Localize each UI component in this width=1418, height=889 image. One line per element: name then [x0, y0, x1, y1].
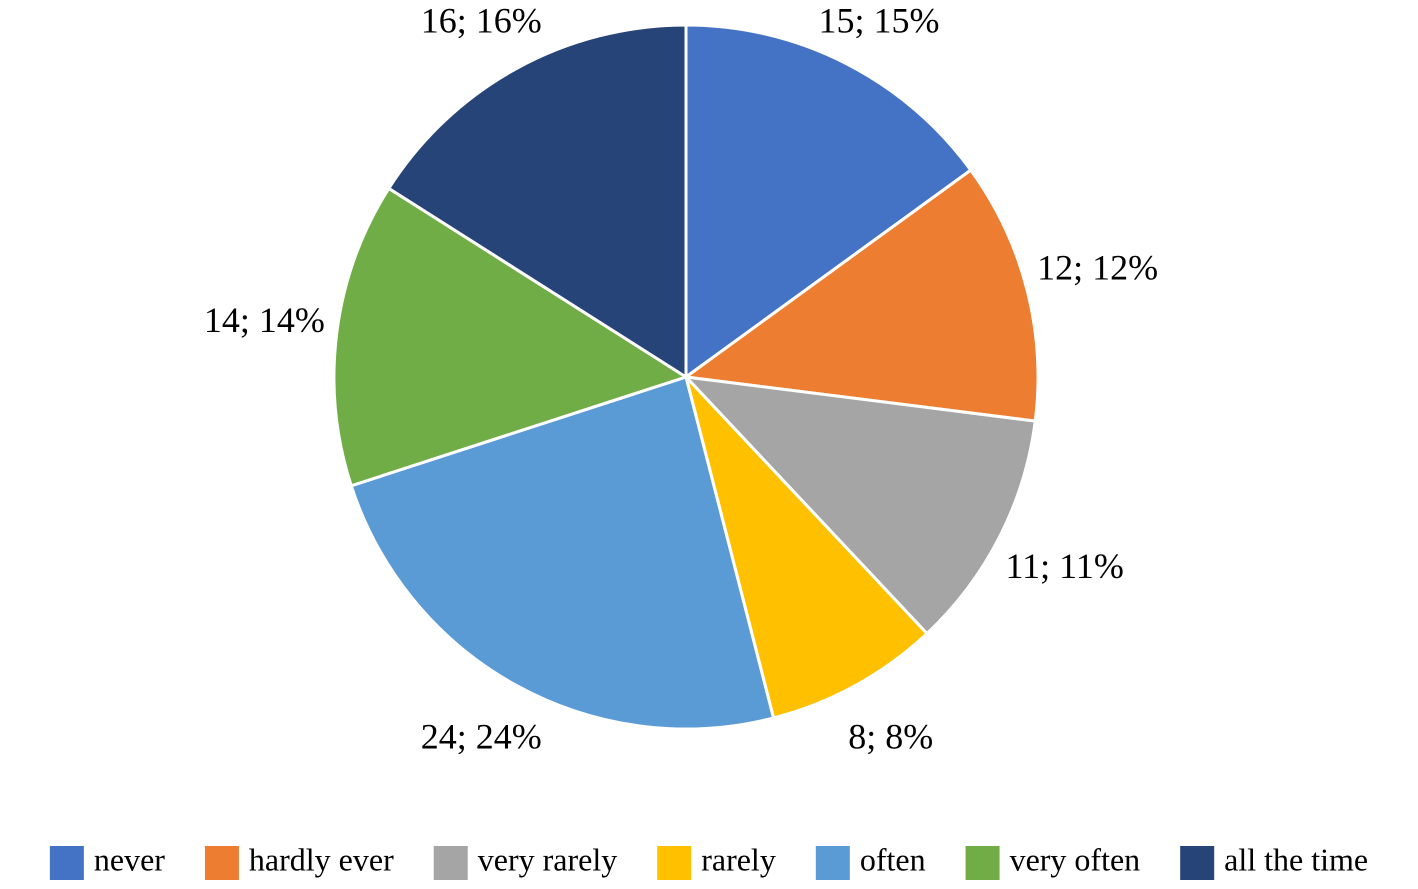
legend-swatch — [965, 846, 1000, 880]
pie-slice — [386, 23, 688, 380]
pie-slice — [684, 23, 973, 380]
legend-swatch — [204, 846, 239, 880]
data-label: 8; 8% — [848, 716, 933, 756]
legend-label: all the time — [1224, 841, 1368, 877]
legend-swatch — [433, 846, 468, 880]
pie-slice — [682, 168, 1040, 423]
legend-label: very rarely — [478, 841, 617, 877]
data-label: 11; 11% — [1006, 546, 1124, 586]
pie-slice — [349, 375, 776, 731]
legend-swatch — [657, 846, 692, 880]
legend-label: never — [94, 841, 165, 877]
data-label: 14; 14% — [204, 300, 325, 340]
legend-label: hardly ever — [249, 841, 394, 877]
legend-swatch — [815, 846, 850, 880]
legend-swatch — [1180, 846, 1215, 880]
legend-label: very often — [1010, 841, 1141, 877]
pie-slice — [684, 375, 930, 720]
data-label: 16; 16% — [421, 0, 542, 40]
pie-slice — [332, 186, 690, 488]
data-label: 15; 15% — [818, 0, 939, 40]
data-label: 12; 12% — [1037, 248, 1158, 288]
legend-label: rarely — [701, 841, 776, 877]
legend-swatch — [49, 846, 84, 880]
legend-label: often — [860, 841, 926, 877]
pie-slice — [682, 374, 1037, 636]
data-label: 24; 24% — [421, 716, 542, 756]
